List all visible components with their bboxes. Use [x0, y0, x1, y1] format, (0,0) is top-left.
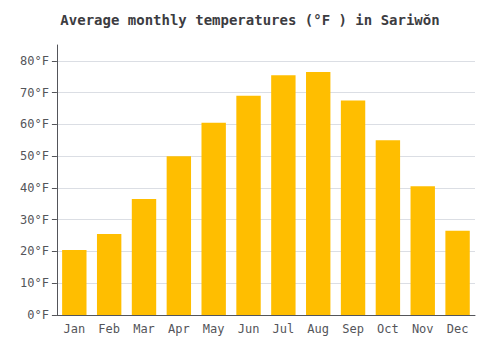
svg-text:Feb: Feb	[98, 322, 120, 336]
svg-text:Mar: Mar	[133, 322, 155, 336]
svg-text:30°F: 30°F	[20, 213, 49, 227]
svg-text:Aug: Aug	[307, 322, 329, 336]
svg-text:Apr: Apr	[168, 322, 190, 336]
svg-text:20°F: 20°F	[20, 244, 49, 258]
svg-text:10°F: 10°F	[20, 276, 49, 290]
svg-text:Dec: Dec	[447, 322, 469, 336]
svg-text:80°F: 80°F	[20, 54, 49, 68]
svg-text:Nov: Nov	[412, 322, 434, 336]
svg-text:Jun: Jun	[238, 322, 260, 336]
svg-text:Sep: Sep	[342, 322, 364, 336]
svg-text:0°F: 0°F	[27, 308, 49, 322]
svg-text:40°F: 40°F	[20, 181, 49, 195]
svg-text:Jul: Jul	[273, 322, 295, 336]
svg-text:Jan: Jan	[63, 322, 85, 336]
svg-text:Oct: Oct	[377, 322, 399, 336]
svg-text:60°F: 60°F	[20, 117, 49, 131]
svg-text:Average monthly temperatures (: Average monthly temperatures (°F ) in Sa…	[60, 12, 439, 28]
svg-text:50°F: 50°F	[20, 149, 49, 163]
svg-text:70°F: 70°F	[20, 86, 49, 100]
svg-text:May: May	[203, 322, 225, 336]
